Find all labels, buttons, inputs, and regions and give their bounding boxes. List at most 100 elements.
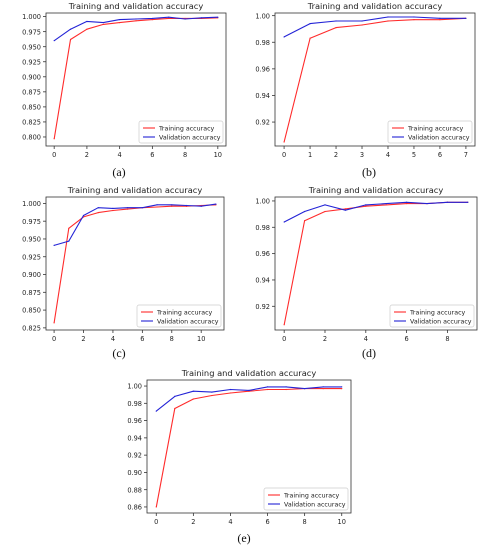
data-point-training: [192, 398, 194, 400]
y-tick-label: 0.900: [22, 73, 41, 81]
y-tick-label: 0.96: [255, 250, 270, 258]
y-tick-label: 0.975: [22, 28, 41, 36]
y-tick-label: 0.88: [127, 486, 142, 494]
y-tick-label: 0.94: [127, 434, 142, 442]
data-point-validation: [344, 209, 346, 211]
legend-box: [136, 304, 222, 328]
legend-label-validation: Validation accuracy: [284, 501, 346, 508]
data-point-validation: [119, 19, 121, 21]
caption-c: (c): [112, 346, 126, 360]
data-point-validation: [467, 201, 469, 203]
caption-d: (d): [362, 346, 376, 360]
data-point-validation: [135, 18, 137, 20]
data-point-validation: [82, 214, 85, 217]
y-tick-label: 0.92: [255, 303, 270, 311]
chart-e: Training and validation accuracy 0.86 0.88…: [127, 368, 352, 526]
data-point-training: [155, 506, 157, 508]
x-tick-label: 6: [150, 151, 154, 159]
x-tick-label: 8: [303, 518, 307, 526]
data-point-validation: [324, 204, 326, 206]
data-point-training: [341, 388, 343, 390]
data-point-validation: [283, 36, 285, 38]
data-point-training: [68, 227, 70, 229]
legend-label-training: Training accuracy: [409, 309, 466, 316]
data-point-validation: [309, 23, 311, 25]
y-tick-label: 0.875: [22, 88, 41, 96]
x-tick-label: 0: [154, 518, 158, 526]
data-point-validation: [156, 204, 158, 206]
y-tick-label: 0.90: [127, 469, 142, 477]
data-point-validation: [406, 201, 408, 203]
legend-label-validation: Validation accuracy: [410, 318, 472, 325]
chart-title: Training and validation accuracy: [307, 1, 443, 11]
x-tick-label: 10: [197, 335, 205, 343]
x-tick-label: 7: [464, 151, 468, 159]
data-point-training: [135, 20, 137, 22]
x-tick-label: 2: [81, 335, 85, 343]
legend-box: [138, 120, 224, 144]
axes-frame: [45, 12, 227, 147]
y-tick-label: 1.000: [22, 200, 41, 208]
data-point-validation: [200, 17, 203, 19]
data-point-validation: [151, 17, 153, 20]
data-point-validation: [141, 207, 143, 209]
legend: Training accuracy Validation accuracy: [138, 120, 224, 144]
data-point-validation: [361, 20, 363, 22]
y-tick-label: 0.950: [22, 43, 41, 51]
data-point-validation: [217, 16, 219, 18]
data-point-validation: [285, 386, 287, 388]
y-tick-label: 0.98: [127, 400, 142, 408]
legend-label-training: Training accuracy: [158, 125, 215, 132]
chart-a: Training and validation accuracy 0.800 0.8…: [22, 1, 227, 159]
data-point-validation: [171, 204, 173, 206]
data-point-training: [439, 19, 441, 21]
x-tick-label: 2: [323, 335, 327, 343]
series-line-validation: [283, 201, 468, 223]
data-point-validation: [86, 20, 88, 23]
caption-e: (e): [237, 531, 251, 545]
legend-box: [263, 487, 349, 511]
x-tick-label: 10: [214, 151, 222, 159]
data-point-training: [283, 324, 285, 326]
data-point-training: [361, 24, 363, 26]
data-point-validation: [365, 204, 367, 206]
data-point-training: [86, 28, 88, 30]
axes-frame: [274, 12, 476, 147]
axes-frame: [45, 196, 225, 331]
legend-label-validation: Validation accuracy: [157, 318, 219, 325]
data-point-training: [229, 392, 232, 394]
data-point-validation: [53, 40, 55, 42]
x-tick-label: 8: [170, 335, 174, 343]
data-point-validation: [68, 240, 70, 242]
x-tick-label: 6: [405, 335, 409, 343]
data-point-training: [365, 205, 367, 207]
data-point-training: [127, 208, 129, 210]
x-tick-label: 6: [438, 151, 442, 159]
data-point-validation: [426, 202, 428, 205]
caption-a: (a): [112, 165, 126, 179]
data-point-validation: [387, 16, 389, 18]
legend-label-training: Training accuracy: [283, 492, 340, 499]
y-tick-label: 0.900: [22, 271, 41, 279]
y-tick-label: 0.975: [22, 218, 41, 226]
x-tick-label: 4: [228, 518, 232, 526]
x-tick-label: 2: [191, 518, 195, 526]
data-point-training: [283, 141, 285, 143]
y-tick-label: 0.98: [255, 39, 270, 47]
data-point-training: [174, 407, 176, 410]
data-point-validation: [229, 388, 232, 391]
data-point-validation: [341, 386, 343, 388]
data-point-training: [112, 209, 114, 212]
data-point-training: [151, 19, 153, 21]
data-point-training: [69, 38, 72, 41]
chart-c: Training and validation accuracy 0.825 0.8…: [22, 185, 225, 343]
legend-label-training: Training accuracy: [407, 125, 464, 132]
data-point-validation: [266, 386, 269, 388]
x-tick-label: 6: [140, 335, 144, 343]
data-point-validation: [283, 221, 285, 223]
y-tick-label: 0.875: [22, 289, 41, 297]
data-point-validation: [200, 205, 202, 207]
x-tick-label: 2: [334, 151, 338, 159]
data-point-training: [119, 22, 121, 24]
x-tick-label: 6: [265, 518, 269, 526]
